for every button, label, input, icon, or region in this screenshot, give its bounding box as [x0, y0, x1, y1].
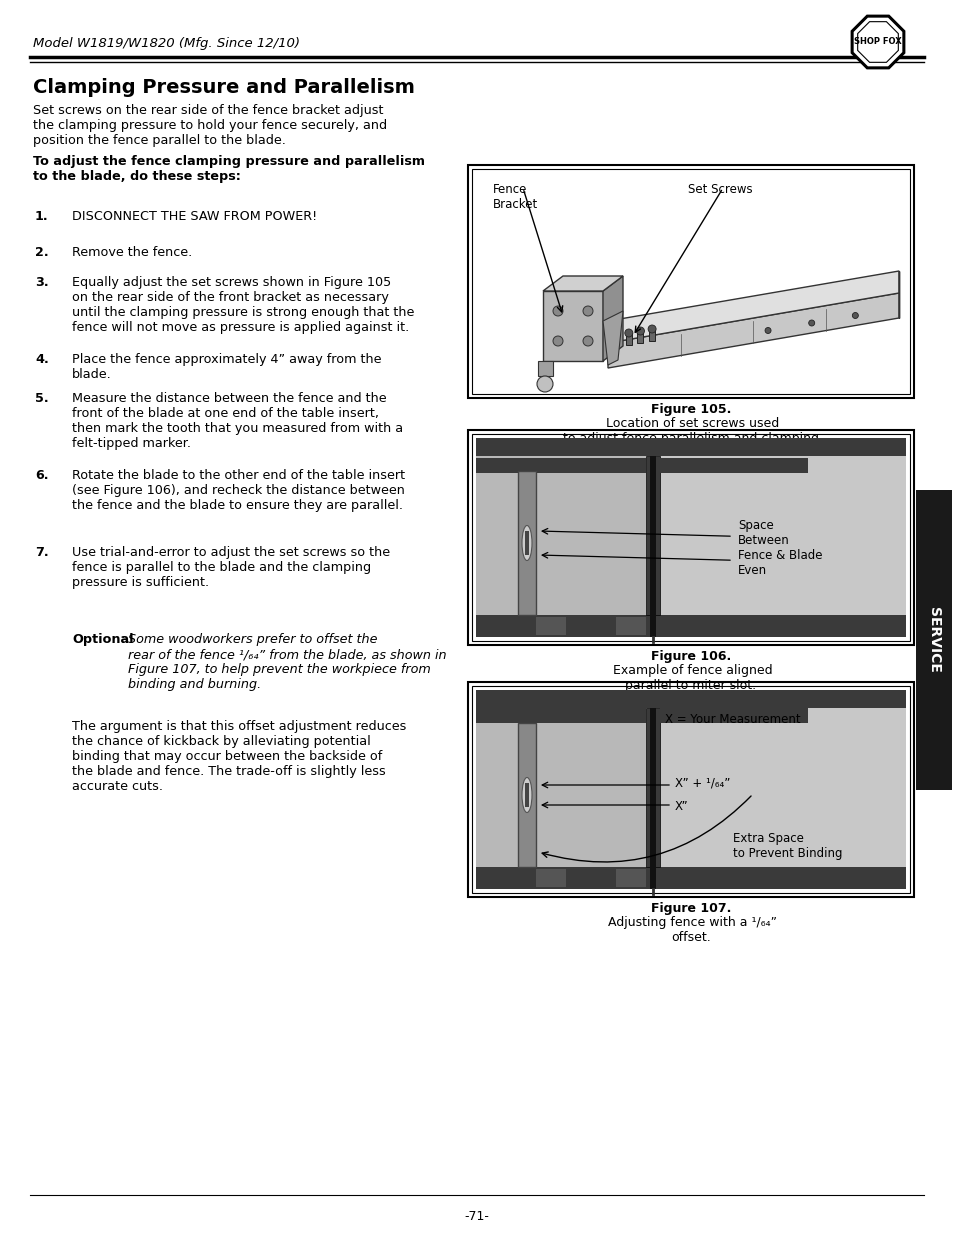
Bar	[648, 329, 655, 341]
Bar	[476, 867, 905, 889]
Text: SERVICE: SERVICE	[926, 608, 940, 673]
Ellipse shape	[521, 526, 532, 561]
Ellipse shape	[521, 778, 532, 813]
Text: Equally adjust the set screws shown in Figure 105
on the rear side of the front : Equally adjust the set screws shown in F…	[71, 275, 414, 333]
Text: 2.: 2.	[35, 246, 49, 259]
Polygon shape	[857, 22, 898, 62]
Bar	[659, 458, 807, 473]
Text: 3.: 3.	[35, 275, 49, 289]
Text: Use trial-and-error to adjust the set screws so the
fence is parallel to the bla: Use trial-and-error to adjust the set sc…	[71, 546, 390, 589]
Text: To adjust the fence clamping pressure and parallelism
to the blade, do these ste: To adjust the fence clamping pressure an…	[33, 156, 424, 183]
Text: Clamping Pressure and Parallelism: Clamping Pressure and Parallelism	[33, 78, 415, 98]
Bar	[524, 783, 529, 806]
Polygon shape	[851, 16, 902, 68]
Circle shape	[537, 375, 553, 391]
Circle shape	[624, 329, 632, 337]
Text: The argument is that this offset adjustment reduces
the chance of kickback by al: The argument is that this offset adjustm…	[71, 720, 406, 793]
Bar	[645, 708, 659, 867]
Bar	[616, 869, 645, 887]
Text: Some woodworkers prefer to offset the
rear of the fence ¹/₆₄” from the blade, as: Some woodworkers prefer to offset the re…	[128, 634, 446, 692]
Bar	[649, 613, 656, 637]
Text: -71-: -71-	[464, 1210, 489, 1223]
Bar	[468, 165, 913, 398]
Bar	[476, 708, 645, 722]
Bar	[536, 869, 565, 887]
Bar	[645, 456, 659, 615]
Text: Location of set screws used
to adjust fence parallelism and clamping
pressure.: Location of set screws used to adjust fe…	[562, 417, 818, 459]
Bar	[472, 433, 909, 641]
Circle shape	[808, 320, 814, 326]
Text: DISCONNECT THE SAW FROM POWER!: DISCONNECT THE SAW FROM POWER!	[71, 210, 316, 224]
Text: 4.: 4.	[35, 353, 49, 366]
Circle shape	[764, 327, 770, 333]
Circle shape	[553, 336, 562, 346]
Circle shape	[582, 306, 593, 316]
Bar	[524, 531, 529, 555]
Bar	[476, 708, 645, 867]
Bar	[659, 708, 807, 722]
Bar	[472, 169, 909, 394]
Circle shape	[647, 325, 656, 333]
Bar	[468, 430, 913, 645]
Text: Set Screws: Set Screws	[687, 183, 752, 196]
Bar	[517, 722, 536, 867]
Polygon shape	[602, 311, 622, 366]
Text: Set screws on the rear side of the fence bracket adjust
the clamping pressure to: Set screws on the rear side of the fence…	[33, 104, 387, 147]
Text: Figure 107.: Figure 107.	[650, 902, 730, 915]
Polygon shape	[607, 270, 898, 343]
Text: Figure 106.: Figure 106.	[650, 650, 730, 663]
Polygon shape	[542, 275, 622, 291]
Text: :: :	[121, 634, 130, 646]
Polygon shape	[542, 291, 602, 361]
Bar	[476, 456, 645, 615]
Text: Extra Space
to Prevent Binding: Extra Space to Prevent Binding	[732, 832, 841, 860]
Text: Fence
Bracket: Fence Bracket	[493, 183, 537, 211]
Text: X = Your Measurement: X = Your Measurement	[664, 713, 800, 726]
Text: Example of fence aligned
parallel to miter slot.: Example of fence aligned parallel to mit…	[609, 664, 772, 692]
Bar	[649, 456, 656, 615]
Text: Adjusting fence with a ¹/₆₄”
offset.: Adjusting fence with a ¹/₆₄” offset.	[604, 916, 777, 944]
Bar	[476, 690, 905, 889]
Bar	[637, 331, 642, 343]
Circle shape	[851, 312, 858, 319]
Bar	[649, 708, 656, 867]
Text: 6.: 6.	[35, 469, 49, 482]
Text: Space
Between
Fence & Blade
Even: Space Between Fence & Blade Even	[738, 519, 821, 577]
Text: Model W1819/W1820 (Mfg. Since 12/10): Model W1819/W1820 (Mfg. Since 12/10)	[33, 37, 299, 49]
Bar	[476, 438, 905, 637]
Text: Remove the fence.: Remove the fence.	[71, 246, 193, 259]
Bar	[625, 333, 631, 345]
Text: 1.: 1.	[35, 210, 49, 224]
Text: Place the fence approximately 4” away from the
blade.: Place the fence approximately 4” away fr…	[71, 353, 381, 382]
Bar	[616, 618, 645, 635]
Bar	[468, 682, 913, 897]
Text: X”: X”	[675, 800, 688, 814]
Text: X” + ¹/₆₄”: X” + ¹/₆₄”	[675, 777, 730, 789]
Polygon shape	[607, 293, 898, 368]
Text: Rotate the blade to the other end of the table insert
(see Figure 106), and rech: Rotate the blade to the other end of the…	[71, 469, 405, 513]
Bar	[649, 864, 656, 889]
Polygon shape	[537, 361, 553, 375]
Text: 5.: 5.	[35, 391, 49, 405]
Text: 7.: 7.	[35, 546, 49, 559]
Text: Optional: Optional	[71, 634, 133, 646]
Text: Measure the distance between the fence and the
front of the blade at one end of : Measure the distance between the fence a…	[71, 391, 403, 450]
Bar	[476, 690, 905, 708]
Bar	[536, 618, 565, 635]
Bar	[659, 456, 905, 615]
Bar	[517, 471, 536, 615]
Bar	[472, 685, 909, 893]
Bar	[476, 615, 905, 637]
Circle shape	[636, 327, 644, 335]
Circle shape	[553, 306, 562, 316]
Circle shape	[582, 336, 593, 346]
Polygon shape	[602, 275, 622, 361]
Bar	[476, 438, 905, 456]
Text: Figure 105.: Figure 105.	[650, 403, 730, 416]
Bar	[915, 490, 951, 790]
Bar	[476, 458, 645, 473]
Bar	[659, 708, 905, 867]
Text: SHOP FOX: SHOP FOX	[853, 37, 901, 47]
